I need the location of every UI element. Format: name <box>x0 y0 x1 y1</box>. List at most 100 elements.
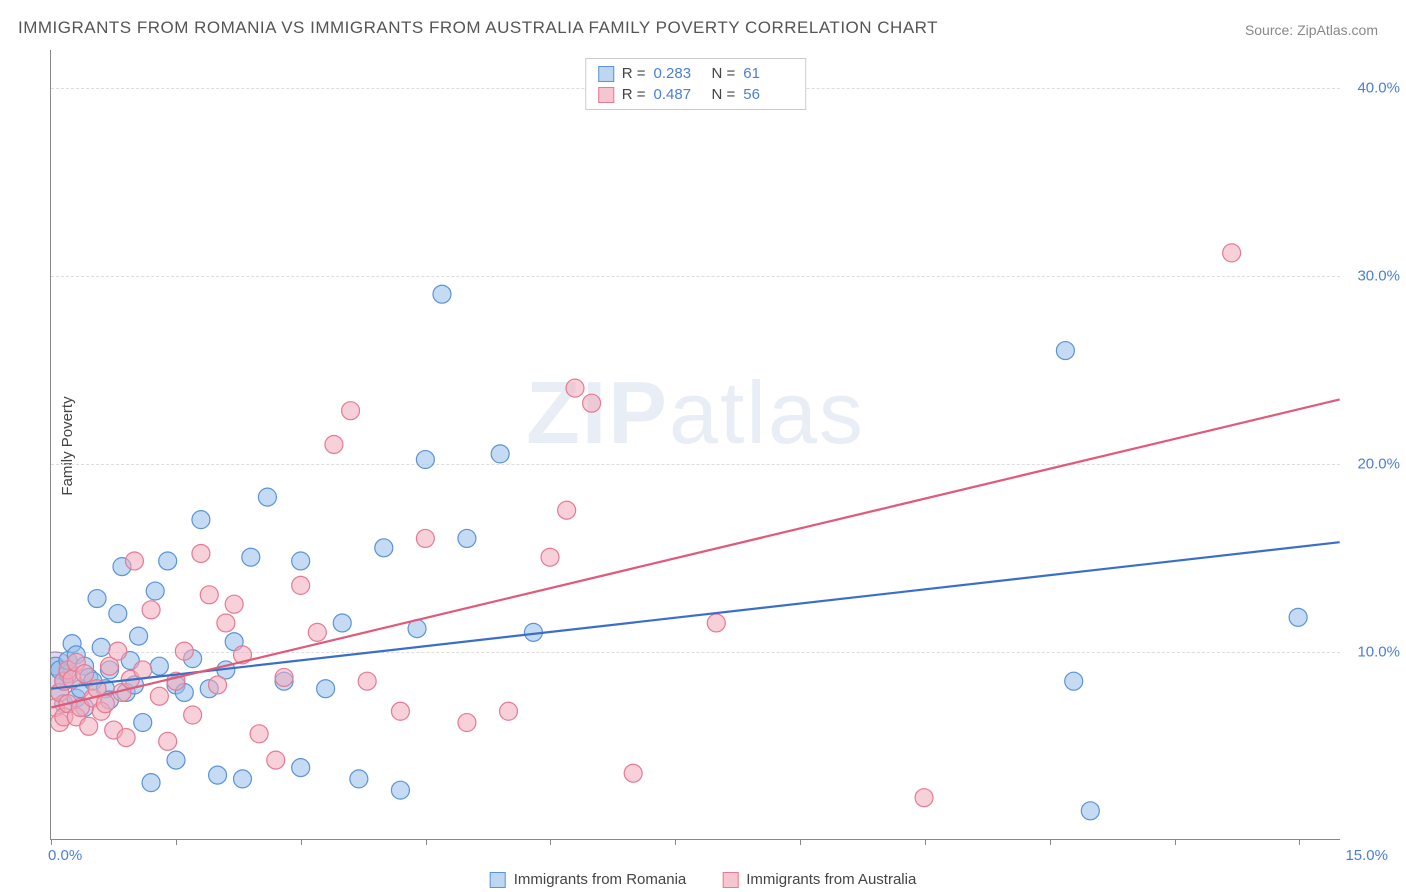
data-point-romania <box>333 614 351 632</box>
y-tick-label: 40.0% <box>1357 79 1400 96</box>
x-tick <box>1175 839 1176 845</box>
r-value: 0.283 <box>654 65 704 82</box>
plot-area: R = 0.283 N = 61 R = 0.487 N = 56 ZIPatl… <box>50 50 1340 840</box>
legend-swatch-romania-icon <box>490 872 506 888</box>
x-tick <box>426 839 427 845</box>
legend-item-romania: Immigrants from Romania <box>490 871 687 888</box>
data-point-romania <box>292 759 310 777</box>
legend-label: Immigrants from Romania <box>514 871 687 888</box>
y-tick-label: 20.0% <box>1357 455 1400 472</box>
data-point-australia <box>209 676 227 694</box>
data-point-romania <box>292 552 310 570</box>
correlation-legend: R = 0.283 N = 61 R = 0.487 N = 56 <box>585 58 807 110</box>
x-tick <box>675 839 676 845</box>
x-axis-max-label: 15.0% <box>1345 847 1388 864</box>
chart-title: IMMIGRANTS FROM ROMANIA VS IMMIGRANTS FR… <box>18 18 938 38</box>
legend-item-australia: Immigrants from Australia <box>722 871 916 888</box>
data-point-romania <box>242 548 260 566</box>
data-point-australia <box>624 764 642 782</box>
legend-swatch-australia <box>598 87 614 103</box>
data-point-romania <box>234 770 252 788</box>
data-point-romania <box>391 781 409 799</box>
x-tick <box>550 839 551 845</box>
x-tick <box>176 839 177 845</box>
data-point-australia <box>109 642 127 660</box>
legend-swatch-australia-icon <box>722 872 738 888</box>
data-point-australia <box>707 614 725 632</box>
data-point-romania <box>150 657 168 675</box>
data-point-romania <box>350 770 368 788</box>
data-point-australia <box>292 576 310 594</box>
x-tick <box>800 839 801 845</box>
data-point-australia <box>134 661 152 679</box>
data-point-australia <box>184 706 202 724</box>
data-point-australia <box>225 595 243 613</box>
data-point-australia <box>325 436 343 454</box>
data-point-australia <box>458 714 476 732</box>
data-point-romania <box>192 511 210 529</box>
data-point-romania <box>416 451 434 469</box>
data-point-australia <box>566 379 584 397</box>
data-point-romania <box>1289 608 1307 626</box>
data-point-romania <box>142 774 160 792</box>
data-point-australia <box>117 729 135 747</box>
data-point-romania <box>209 766 227 784</box>
data-point-australia <box>80 717 98 735</box>
data-point-australia <box>541 548 559 566</box>
data-point-romania <box>491 445 509 463</box>
data-point-australia <box>142 601 160 619</box>
data-point-australia <box>76 665 94 683</box>
x-tick <box>1299 839 1300 845</box>
data-point-australia <box>915 789 933 807</box>
source-link[interactable]: ZipAtlas.com <box>1297 22 1378 38</box>
data-point-australia <box>1223 244 1241 262</box>
data-point-romania <box>109 605 127 623</box>
data-point-australia <box>150 687 168 705</box>
r-value: 0.487 <box>654 86 704 103</box>
legend-row-romania: R = 0.283 N = 61 <box>598 63 794 84</box>
data-point-australia <box>217 614 235 632</box>
legend-row-australia: R = 0.487 N = 56 <box>598 84 794 105</box>
n-value: 56 <box>743 86 793 103</box>
data-point-australia <box>558 501 576 519</box>
data-point-romania <box>159 552 177 570</box>
data-point-australia <box>275 668 293 686</box>
data-point-australia <box>499 702 517 720</box>
x-tick <box>1050 839 1051 845</box>
n-value: 61 <box>743 65 793 82</box>
data-point-australia <box>96 695 114 713</box>
data-point-australia <box>358 672 376 690</box>
y-tick-label: 10.0% <box>1357 643 1400 660</box>
data-point-romania <box>1065 672 1083 690</box>
x-tick <box>925 839 926 845</box>
source-prefix: Source: <box>1245 22 1297 38</box>
x-axis-min-label: 0.0% <box>48 847 82 864</box>
source-attribution: Source: ZipAtlas.com <box>1245 22 1378 38</box>
x-tick <box>51 839 52 845</box>
data-point-romania <box>317 680 335 698</box>
data-point-romania <box>167 751 185 769</box>
data-point-australia <box>125 552 143 570</box>
data-point-australia <box>250 725 268 743</box>
n-label: N = <box>712 86 736 103</box>
r-label: R = <box>622 65 646 82</box>
data-point-australia <box>267 751 285 769</box>
series-legend: Immigrants from Romania Immigrants from … <box>490 871 917 888</box>
data-point-australia <box>175 642 193 660</box>
data-point-romania <box>458 529 476 547</box>
data-point-australia <box>583 394 601 412</box>
data-point-romania <box>134 714 152 732</box>
data-point-australia <box>308 623 326 641</box>
n-label: N = <box>712 65 736 82</box>
y-tick-label: 30.0% <box>1357 267 1400 284</box>
data-point-australia <box>342 402 360 420</box>
r-label: R = <box>622 86 646 103</box>
data-point-romania <box>1081 802 1099 820</box>
data-point-australia <box>200 586 218 604</box>
data-point-australia <box>159 732 177 750</box>
scatter-svg <box>51 50 1340 839</box>
data-point-romania <box>88 590 106 608</box>
data-point-australia <box>391 702 409 720</box>
data-point-romania <box>258 488 276 506</box>
data-point-australia <box>416 529 434 547</box>
